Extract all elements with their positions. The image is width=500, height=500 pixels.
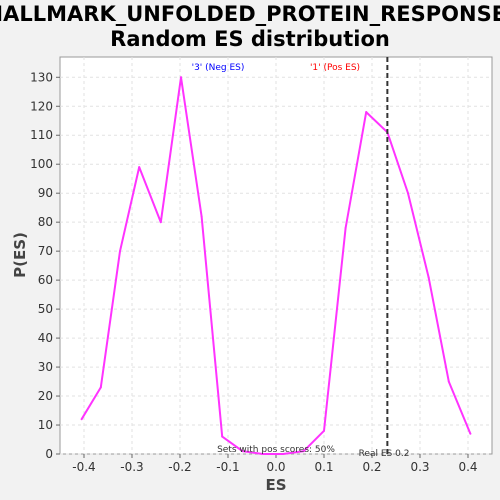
data-point	[323, 429, 325, 432]
x-axis-label: ES	[265, 476, 286, 494]
data-point	[221, 435, 224, 438]
y-tick-label: 0	[45, 447, 53, 461]
data-point	[365, 111, 368, 114]
data-point	[407, 192, 409, 195]
y-tick-label: 20	[38, 389, 53, 403]
y-tick-label: 120	[30, 99, 53, 113]
y-axis-label: P(ES)	[11, 232, 29, 278]
x-tick-label: 0.2	[362, 460, 381, 474]
x-tick-label: 0.0	[266, 460, 285, 474]
data-point	[200, 215, 203, 218]
data-point	[119, 250, 121, 253]
data-point	[80, 418, 83, 421]
x-tick-label: -0.2	[168, 460, 191, 474]
y-ticks: 0 10 20 30 40 50 60 70 80 90 100 110 120 130	[30, 70, 60, 461]
neg-es-label: '3' (Neg ES)	[192, 63, 245, 73]
x-tick-label: -0.4	[72, 460, 95, 474]
data-point	[344, 226, 347, 229]
data-point	[179, 76, 182, 79]
data-point	[241, 450, 244, 453]
y-tick-label: 40	[38, 331, 53, 345]
data-point	[282, 453, 285, 455]
data-point	[469, 432, 472, 435]
x-tick-label: 0.4	[458, 460, 477, 474]
x-ticks: -0.4 -0.3 -0.2 -0.1 0.0 0.1 0.2 0.3 0.4	[72, 454, 478, 474]
y-tick-label: 70	[38, 244, 53, 258]
pos-es-label: '1' (Pos ES)	[310, 63, 360, 73]
pos-scores-label: Sets with pos scores: 50%	[217, 445, 335, 455]
es-distribution-line	[80, 76, 472, 455]
y-tick-label: 50	[38, 302, 53, 316]
x-tick-label: 0.1	[314, 460, 333, 474]
y-tick-label: 100	[30, 157, 53, 171]
x-tick-label: -0.1	[216, 460, 239, 474]
data-point	[99, 386, 102, 389]
data-point	[159, 221, 162, 224]
y-tick-label: 80	[38, 215, 53, 229]
y-tick-label: 110	[30, 128, 53, 142]
x-tick-label: -0.3	[120, 460, 143, 474]
data-point	[427, 276, 430, 279]
chart-subtitle: Random ES distribution	[110, 27, 390, 51]
real-es-label: Real ES 0.2	[359, 449, 410, 459]
y-tick-label: 130	[30, 70, 53, 84]
y-tick-label: 60	[38, 273, 53, 287]
data-point	[261, 453, 264, 455]
y-tick-label: 90	[38, 186, 53, 200]
y-tick-label: 10	[38, 418, 53, 432]
y-tick-label: 30	[38, 360, 53, 374]
chart-title: HALLMARK_UNFOLDED_PROTEIN_RESPONSE:	[0, 2, 500, 26]
data-point	[447, 380, 450, 383]
data-point	[138, 166, 141, 169]
data-point	[302, 450, 305, 453]
x-tick-label: 0.3	[410, 460, 429, 474]
